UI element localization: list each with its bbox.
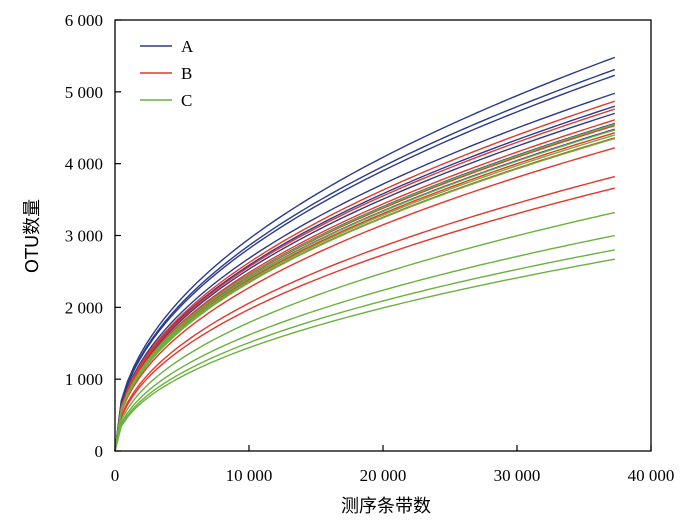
series-line-b-15 bbox=[114, 147, 616, 452]
x-tick-label: 20 000 bbox=[360, 466, 407, 485]
legend-label-a: A bbox=[181, 37, 194, 56]
series-line-a-5 bbox=[114, 105, 616, 452]
series-line-b-11 bbox=[114, 119, 616, 452]
series-line-c-25 bbox=[114, 258, 615, 452]
series-line-b-10 bbox=[114, 108, 616, 452]
series-line-b-17 bbox=[114, 187, 615, 452]
series-line-a-3 bbox=[114, 74, 616, 452]
plot-frame bbox=[114, 19, 652, 452]
y-tick-label: 0 bbox=[95, 442, 104, 461]
y-tick-label: 5 000 bbox=[65, 83, 103, 102]
series-line-b-16 bbox=[114, 175, 615, 452]
x-tick-label: 10 000 bbox=[226, 466, 273, 485]
curves-layer bbox=[114, 56, 616, 452]
series-line-a-6 bbox=[114, 112, 616, 452]
series-line-b-13 bbox=[114, 132, 616, 452]
x-tick-label: 40 000 bbox=[628, 466, 675, 485]
series-line-c-22 bbox=[114, 211, 615, 452]
series-line-a-7 bbox=[114, 122, 616, 452]
x-axis-title: 测序条带数 bbox=[341, 496, 431, 517]
x-tick-label: 0 bbox=[111, 466, 120, 485]
series-line-c-24 bbox=[114, 249, 615, 452]
y-tick-label: 4 000 bbox=[65, 155, 103, 174]
legend-label-b: B bbox=[181, 64, 192, 83]
series-line-a-4 bbox=[114, 92, 616, 452]
series-line-b-12 bbox=[114, 124, 616, 452]
y-tick-label: 3 000 bbox=[65, 227, 103, 246]
axes-layer: 0 10 000 20 000 30 000 40 000 0 1 000 2 000 3 00… bbox=[65, 11, 675, 485]
legend: ABC bbox=[140, 37, 194, 110]
series-line-a-1 bbox=[114, 56, 616, 452]
x-tick-label: 30 000 bbox=[494, 466, 541, 485]
legend-label-c: C bbox=[181, 91, 192, 110]
series-line-b-9 bbox=[114, 100, 616, 452]
series-line-c-23 bbox=[114, 234, 615, 452]
series-line-a-2 bbox=[114, 68, 616, 452]
y-tick-label: 2 000 bbox=[65, 298, 103, 317]
series-line-c-21 bbox=[114, 137, 616, 452]
y-tick-label: 1 000 bbox=[65, 370, 103, 389]
series-line-c-20 bbox=[114, 134, 616, 452]
y-tick-label: 6 000 bbox=[65, 11, 103, 30]
y-axis-title: OTU数量 bbox=[22, 199, 43, 273]
series-line-c-18 bbox=[114, 123, 616, 452]
series-line-c-19 bbox=[114, 129, 616, 452]
